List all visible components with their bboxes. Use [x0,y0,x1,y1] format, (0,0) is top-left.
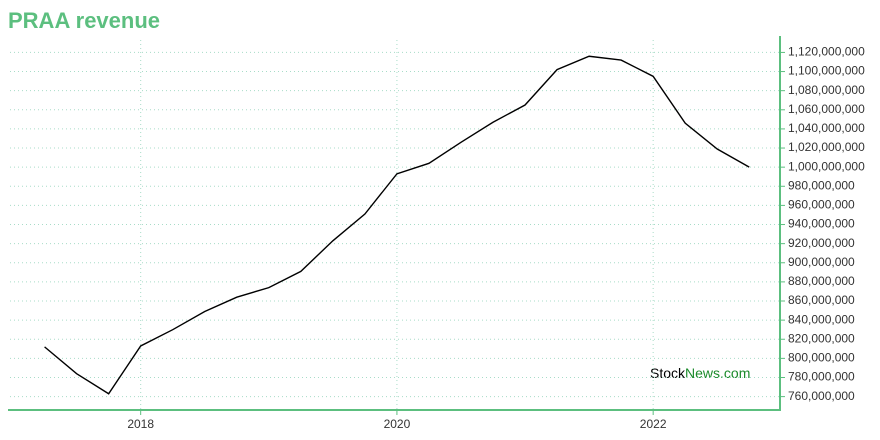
y-tick-label: 760,000,000 [788,389,855,403]
x-tick-label: 2018 [127,417,154,431]
x-tick-label: 2020 [384,417,411,431]
y-tick-label: 920,000,000 [788,236,855,250]
revenue-line [44,55,750,395]
y-tick-label: 1,060,000,000 [788,102,865,116]
y-tick-label: 1,020,000,000 [788,140,865,154]
y-tick-label: 880,000,000 [788,274,855,288]
y-tick-label: 980,000,000 [788,178,855,192]
y-tick-label: 1,080,000,000 [788,83,865,97]
y-tick-label: 900,000,000 [788,255,855,269]
y-tick-label: 780,000,000 [788,370,855,384]
y-tick-label: 840,000,000 [788,312,855,326]
chart-title: PRAA revenue [8,8,160,33]
watermark-stock: Stock [650,365,686,381]
y-tick-label: 1,040,000,000 [788,121,865,135]
y-tick-label: 820,000,000 [788,331,855,345]
y-tick-label: 940,000,000 [788,217,855,231]
y-tick-label: 800,000,000 [788,351,855,365]
x-tick-label: 2022 [640,417,667,431]
watermark-news: News.com [685,365,750,381]
y-tick-label: 860,000,000 [788,293,855,307]
y-tick-label: 1,120,000,000 [788,45,865,59]
y-tick-label: 960,000,000 [788,198,855,212]
y-tick-label: 1,100,000,000 [788,64,865,78]
watermark: StockNews.com [650,365,750,381]
y-tick-label: 1,000,000,000 [788,159,865,173]
